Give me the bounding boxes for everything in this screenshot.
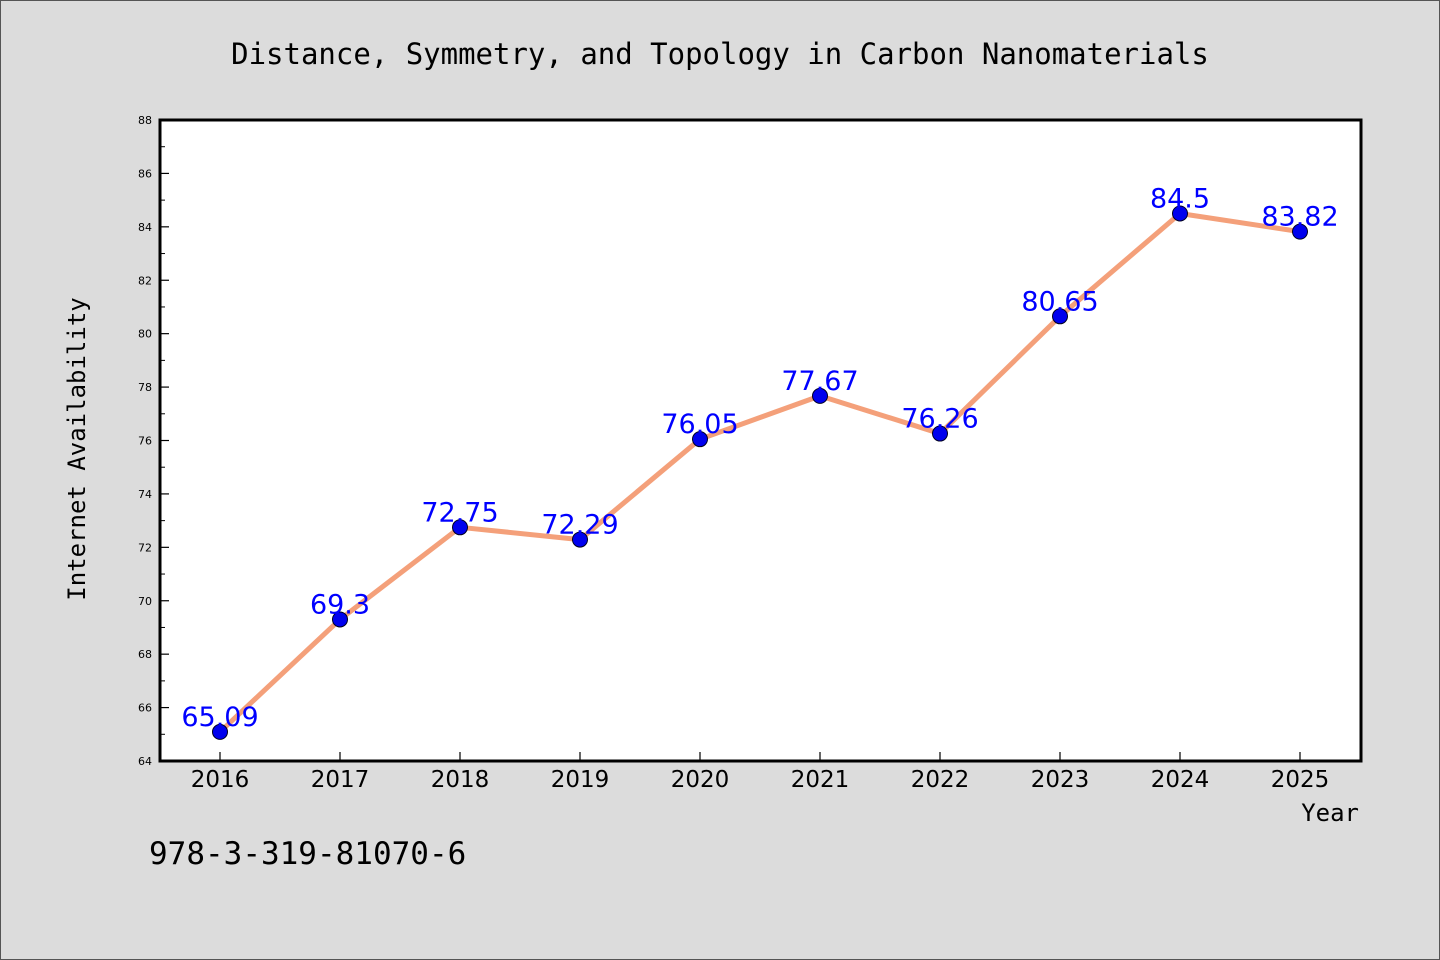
x-tick-label: 2016 xyxy=(191,767,250,793)
data-point-marker xyxy=(1052,308,1068,325)
y-tick-label: 82 xyxy=(138,274,152,287)
x-tick-label: 2025 xyxy=(1271,767,1330,793)
y-tick-label: 68 xyxy=(138,648,152,661)
x-tick-label: 2022 xyxy=(911,767,970,793)
data-point-marker xyxy=(932,425,948,442)
chart-title: Distance, Symmetry, and Topology in Carb… xyxy=(231,37,1209,71)
x-tick-label: 2017 xyxy=(311,767,370,793)
data-point-marker xyxy=(332,611,348,628)
y-tick-label: 86 xyxy=(138,167,152,180)
x-tick-label: 2023 xyxy=(1031,767,1090,793)
y-tick-label: 88 xyxy=(138,114,152,127)
data-point-marker xyxy=(212,723,228,740)
x-tick-label: 2018 xyxy=(431,767,490,793)
data-label: 77.67 xyxy=(781,366,858,397)
data-label: 69.3 xyxy=(310,589,370,620)
data-point-marker xyxy=(572,531,588,548)
y-tick-label: 72 xyxy=(138,541,152,554)
y-tick-label: 76 xyxy=(138,435,152,448)
y-tick-label: 66 xyxy=(138,702,152,715)
data-label: 76.26 xyxy=(901,404,978,435)
data-label: 72.75 xyxy=(421,497,498,528)
data-label: 65.09 xyxy=(181,702,258,733)
y-tick-label: 78 xyxy=(138,381,152,394)
data-point-marker xyxy=(452,519,468,536)
y-tick-label: 70 xyxy=(138,595,152,608)
x-tick-label: 2019 xyxy=(551,767,610,793)
series-line xyxy=(217,210,1303,735)
x-tick-label: 2021 xyxy=(791,767,850,793)
y-axis: 64 66 68 70 72 74 76 78 80 82 84 86 88 xyxy=(138,114,169,768)
data-point-marker xyxy=(1292,223,1308,240)
data-label: 72.29 xyxy=(541,510,618,541)
data-point-marker xyxy=(692,431,708,448)
x-tick-label: 2024 xyxy=(1151,767,1210,793)
y-tick-label: 80 xyxy=(138,328,152,341)
x-axis-label: Year xyxy=(1301,799,1359,827)
x-tick-label: 2020 xyxy=(671,767,730,793)
x-axis: 2016 2017 2018 2019 2020 2021 2022 2023 2024 2025 xyxy=(191,752,1330,793)
y-tick-label: 74 xyxy=(138,488,152,501)
data-label: 80.65 xyxy=(1021,286,1098,317)
isbn-footer-text: 978-3-319-81070-6 xyxy=(149,836,466,872)
data-label: 84.5 xyxy=(1150,183,1210,214)
data-point-marker xyxy=(1172,205,1188,222)
y-tick-label: 84 xyxy=(138,221,152,234)
y-tick-label: 64 xyxy=(138,755,152,768)
data-label: 76.05 xyxy=(661,409,738,440)
data-label: 83.82 xyxy=(1261,202,1338,233)
data-point-marker xyxy=(812,387,828,404)
y-axis-label: Internet Availability xyxy=(63,297,91,600)
series-layer: 65.09 69.3 72.75 72.29 76.05 77.67 76.26 80.65 8… xyxy=(181,183,1339,740)
